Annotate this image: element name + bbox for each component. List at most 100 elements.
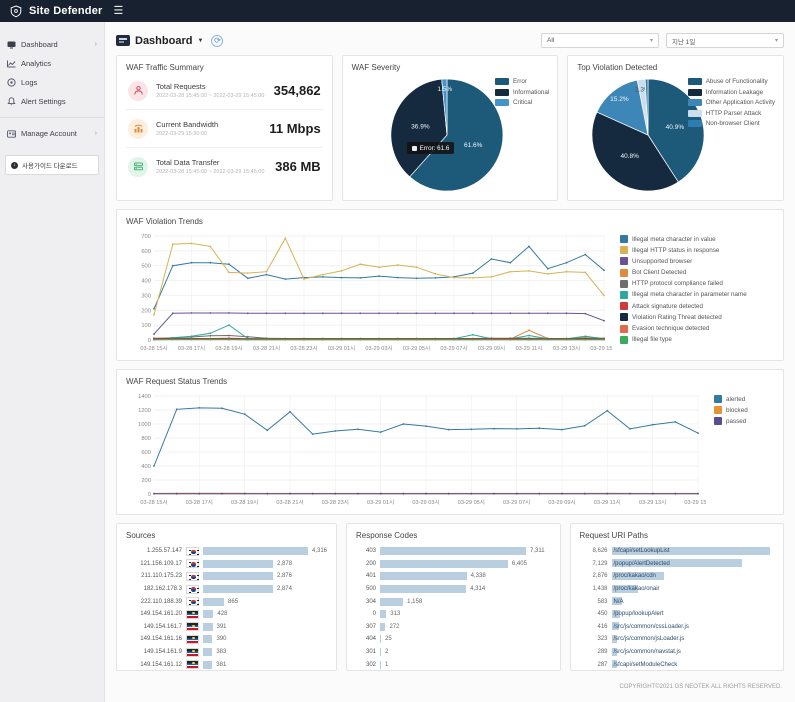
- legend-item[interactable]: Error: [494, 78, 549, 85]
- svg-text:03-28 19시: 03-28 19시: [231, 499, 258, 506]
- guide-download-label: 사용가이드 다운로드: [22, 163, 78, 170]
- bar[interactable]: [611, 609, 620, 618]
- bar[interactable]: [380, 622, 386, 631]
- pie-canvas: 61.6% 36.9% 1.5%: [390, 78, 503, 192]
- bar[interactable]: [611, 559, 743, 568]
- filter-all-select[interactable]: All ▾: [541, 33, 659, 48]
- svg-text:03-28 23시: 03-28 23시: [290, 345, 317, 352]
- chevron-down-icon[interactable]: ▼: [197, 37, 204, 44]
- status-trends-chart[interactable]: 0 200 400 600 800 1000 1200 1400 03-28 15시 03-28 …: [126, 389, 712, 512]
- pie-slice-critical[interactable]: [440, 78, 448, 136]
- bar[interactable]: [380, 635, 382, 644]
- guide-download-button[interactable]: ↓ 사용가이드 다운로드: [5, 155, 99, 175]
- legend-item[interactable]: alerted: [714, 395, 748, 403]
- legend-item[interactable]: Illegal file type: [620, 335, 747, 344]
- bar[interactable]: [611, 546, 770, 555]
- bar-row: 2,876/proc/kakao/cdn: [580, 570, 775, 583]
- legend-item[interactable]: Violation Rating Threat detected: [620, 313, 747, 322]
- bar-row: 301 2: [356, 646, 551, 659]
- bar[interactable]: [611, 622, 620, 631]
- legend-item[interactable]: Information Leakage: [687, 88, 775, 96]
- filter-period-select[interactable]: 지난 1일 ▾: [666, 33, 784, 48]
- sidebar-item-manage-account[interactable]: Manage Account ›: [0, 124, 104, 143]
- bar-track: /sfcapi/setLookupList: [611, 546, 775, 556]
- legend-item[interactable]: Evasion technique detected: [620, 324, 747, 333]
- kr-flag-icon: [186, 597, 199, 607]
- bar[interactable]: [203, 635, 213, 644]
- bar-category-label: 500: [366, 586, 377, 593]
- dashboard-header-icon: [116, 35, 130, 46]
- bar[interactable]: [611, 647, 617, 656]
- bar[interactable]: [203, 547, 308, 556]
- pie-slice-label: 15.2%: [611, 96, 630, 103]
- bar[interactable]: [203, 597, 225, 606]
- sidebar-item-analytics[interactable]: Analytics: [0, 54, 104, 73]
- bar[interactable]: [380, 585, 467, 594]
- legend-item[interactable]: Unsupported browser: [620, 257, 747, 266]
- bar[interactable]: [380, 610, 387, 619]
- violation-trends-chart[interactable]: 0 100 200 300 400 500 600 700 03-28 15시 03-28 17시…: [126, 229, 617, 358]
- legend-item[interactable]: Critical: [494, 99, 549, 106]
- legend-label: Illegal meta character in parameter name: [632, 291, 747, 299]
- legend-item[interactable]: Illegal meta character in parameter name: [620, 290, 747, 299]
- bar[interactable]: [380, 648, 382, 657]
- legend-item[interactable]: Non-browser Client: [687, 120, 775, 127]
- bar-category-label: 0: [372, 611, 377, 618]
- pie-slice-informational[interactable]: [390, 78, 448, 178]
- bar[interactable]: [611, 660, 617, 669]
- bar[interactable]: [380, 572, 467, 581]
- bar[interactable]: [203, 660, 213, 669]
- bar[interactable]: [380, 660, 382, 669]
- refresh-icon[interactable]: ⟳: [211, 34, 224, 47]
- legend-item[interactable]: Illegal meta character in value: [620, 235, 747, 243]
- uri-paths-bar-chart: 8,626/sfcapi/setLookupList 7,129/popup/Al…: [580, 545, 775, 671]
- legend-color-chip: [714, 406, 722, 415]
- bar[interactable]: [611, 634, 618, 643]
- legend-item[interactable]: passed: [714, 417, 748, 426]
- hamburger-menu-icon[interactable]: ☰: [113, 4, 124, 17]
- pie-slice-other-application-activity[interactable]: [596, 79, 649, 136]
- uri-path-label: N/A: [613, 598, 624, 605]
- legend-item[interactable]: HTTP protocol compliance failed: [620, 279, 747, 288]
- svg-text:03-28 21시: 03-28 21시: [253, 345, 280, 352]
- svg-text:200: 200: [141, 478, 151, 484]
- bar-row: 289/src/js/common/navstat.js: [580, 646, 775, 659]
- bar-value: 8,626: [592, 548, 608, 555]
- legend-item[interactable]: Other Application Activity: [687, 99, 775, 106]
- sidebar-item-logs[interactable]: Logs: [0, 73, 104, 92]
- bar-value: 25: [385, 636, 392, 643]
- bar[interactable]: [380, 597, 404, 606]
- bar[interactable]: [611, 571, 665, 580]
- chevron-right-icon: ›: [94, 41, 97, 48]
- sidebar-item-label: Analytics: [21, 59, 52, 68]
- severity-pie-chart[interactable]: 61.6% 36.9% 1.5%: [347, 72, 547, 201]
- sidebar-item-alert-settings[interactable]: Alert Settings: [0, 92, 104, 111]
- bar[interactable]: [380, 559, 508, 568]
- sidebar-item-dashboard[interactable]: Dashboard ›: [0, 35, 104, 54]
- bar-value: 416: [597, 623, 608, 630]
- legend-item[interactable]: Abuse of Functionality: [687, 78, 775, 85]
- pie-slice-information-leakage[interactable]: [591, 111, 680, 192]
- legend-color-chip: [687, 99, 702, 106]
- legend-item[interactable]: Illegal HTTP status in response: [620, 246, 747, 255]
- legend-item[interactable]: blocked: [714, 406, 748, 415]
- pie-slice-label: 2.3%: [635, 86, 650, 93]
- bar[interactable]: [203, 559, 274, 568]
- legend-item[interactable]: Bot Client Detected: [620, 268, 747, 277]
- bar[interactable]: [611, 584, 638, 593]
- bar[interactable]: [203, 610, 214, 619]
- bar-value: 428: [217, 611, 228, 618]
- bar[interactable]: [611, 597, 623, 606]
- legend-item[interactable]: Attack signature detected: [620, 302, 747, 311]
- svg-text:1400: 1400: [138, 394, 151, 400]
- legend-item[interactable]: HTTP Parser Attack: [687, 109, 775, 117]
- pie-slice-non-browser-client[interactable]: [645, 78, 649, 136]
- legend-item[interactable]: Informational: [494, 88, 549, 96]
- bar[interactable]: [203, 622, 213, 631]
- bar[interactable]: [203, 585, 273, 594]
- bar[interactable]: [203, 648, 213, 657]
- bar[interactable]: [203, 572, 273, 581]
- bar[interactable]: [380, 547, 527, 556]
- pie-slice-error[interactable]: [408, 78, 503, 192]
- sidebar: Dashboard › Analytics Logs Alert Setting…: [0, 22, 105, 702]
